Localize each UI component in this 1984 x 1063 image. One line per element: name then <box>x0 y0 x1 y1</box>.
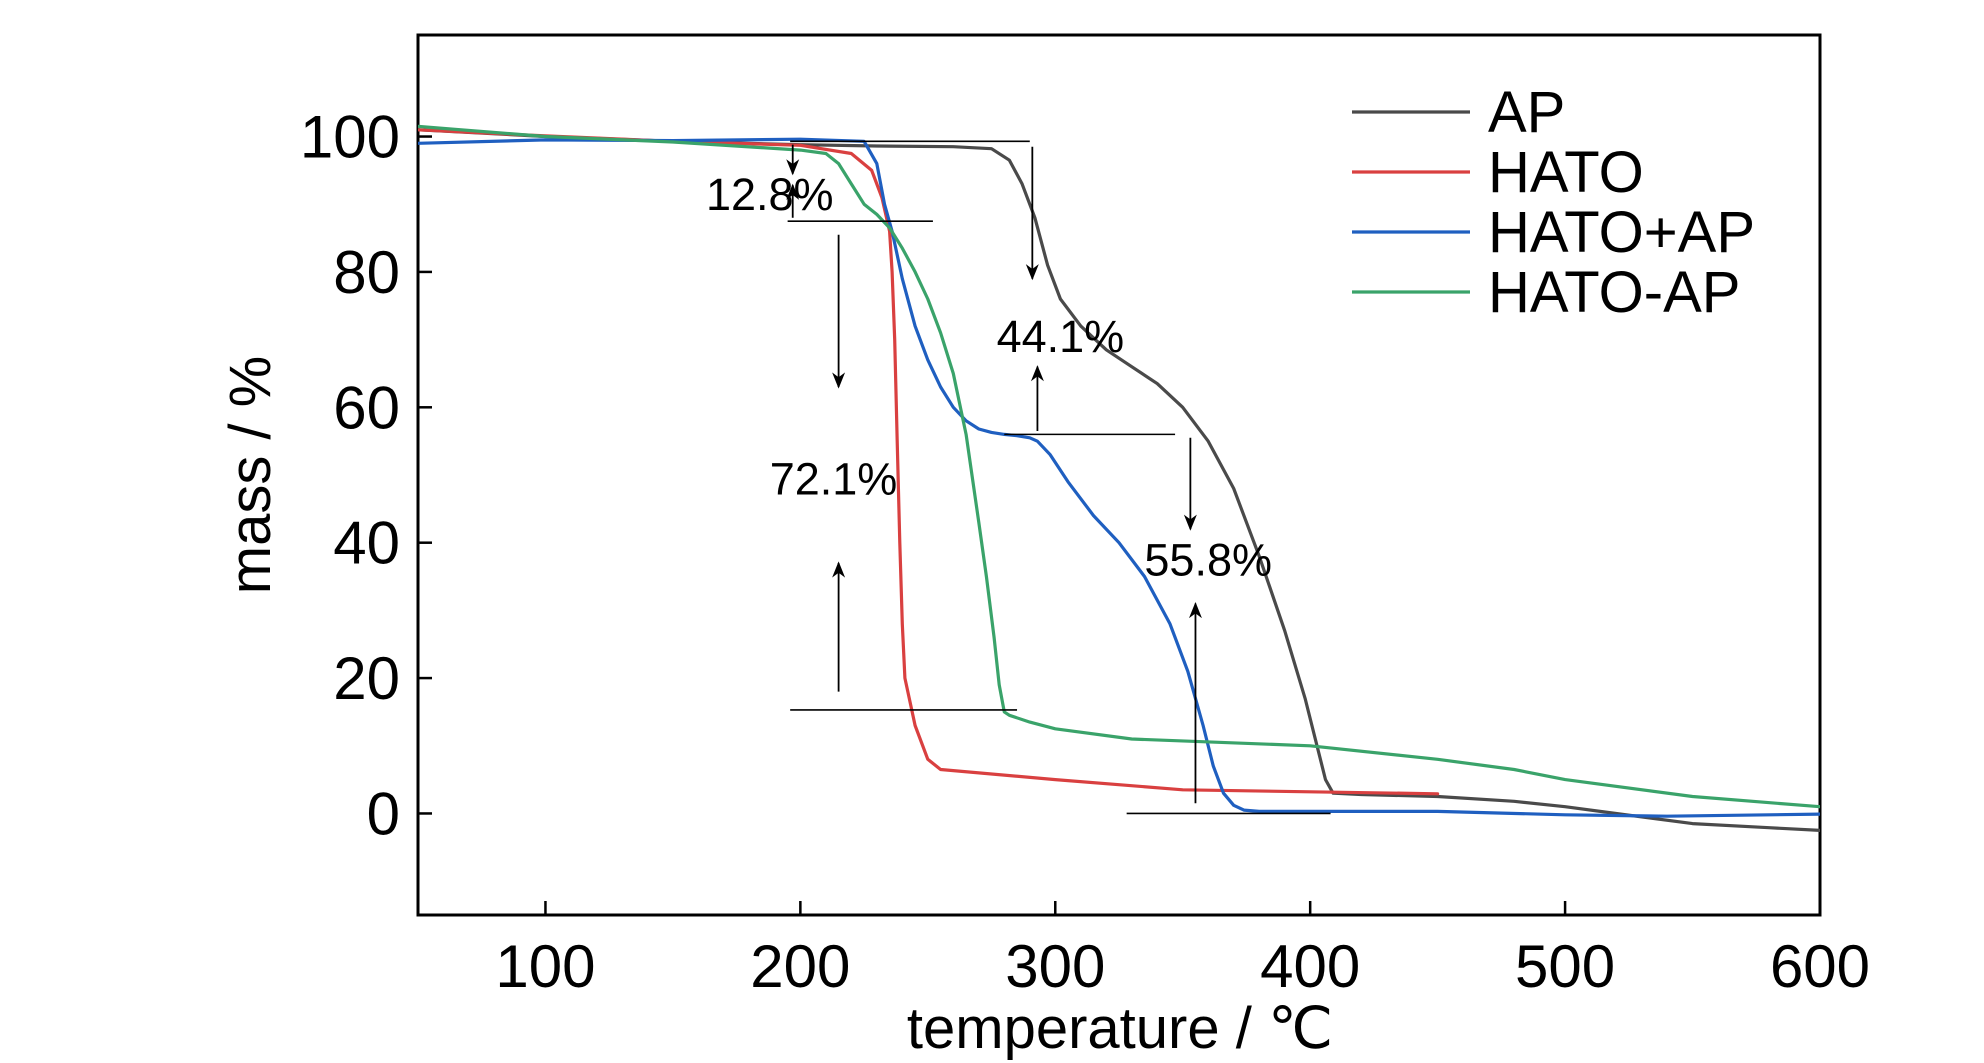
x-tick-label: 300 <box>1005 933 1105 1000</box>
x-tick-label: 400 <box>1260 933 1360 1000</box>
legend-label: HATO+AP <box>1488 200 1755 265</box>
legend-label: HATO <box>1488 140 1644 205</box>
annotation-layer: 12.8% 72.1% 44.1% 55.8% <box>706 169 1272 586</box>
series-line-hato <box>418 128 1440 796</box>
x-tick-label: 500 <box>1515 933 1615 1000</box>
x-tick-label: 200 <box>750 933 850 1000</box>
y-tick-label: 100 <box>300 104 400 171</box>
guide-layer <box>786 140 1331 815</box>
y-axis-title: mass / % <box>218 356 283 595</box>
series-layer <box>418 124 1820 832</box>
plot-frame <box>416 33 1822 917</box>
axis-layer: 100 200 300 400 500 600 0 20 40 60 80 100 <box>300 104 1870 1000</box>
y-tick-label: 60 <box>333 374 400 441</box>
annotation-label: 72.1% <box>770 453 898 504</box>
x-tick-label: 100 <box>495 933 595 1000</box>
annotation-label: 44.1% <box>997 311 1125 362</box>
legend-label: AP <box>1488 80 1565 145</box>
series-line-hato-ap <box>418 124 1820 809</box>
x-tick-label: 600 <box>1770 933 1870 1000</box>
y-tick-label: 40 <box>333 510 400 577</box>
y-tick-label: 0 <box>367 780 400 847</box>
y-tick-label: 80 <box>333 239 400 306</box>
series-line-hato-ap <box>418 137 1820 818</box>
series-line-ap <box>418 128 1820 832</box>
annotation-label: 12.8% <box>706 169 834 220</box>
y-tick-label: 20 <box>333 645 400 712</box>
x-axis-title: temperature / ℃ <box>907 996 1333 1061</box>
legend-label: HATO-AP <box>1488 260 1740 325</box>
annotation-label: 55.8% <box>1144 535 1272 586</box>
